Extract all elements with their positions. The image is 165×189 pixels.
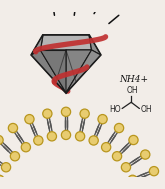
Text: NH4+: NH4+: [119, 75, 148, 84]
Circle shape: [98, 115, 107, 124]
Circle shape: [0, 135, 3, 145]
Circle shape: [43, 109, 52, 118]
Circle shape: [121, 163, 131, 172]
Circle shape: [61, 130, 71, 139]
Circle shape: [21, 143, 31, 152]
Polygon shape: [31, 35, 43, 55]
Circle shape: [61, 107, 71, 116]
Circle shape: [128, 175, 137, 184]
Polygon shape: [31, 35, 101, 93]
Circle shape: [149, 167, 159, 176]
Circle shape: [34, 136, 43, 145]
Circle shape: [1, 163, 11, 172]
Polygon shape: [40, 50, 66, 93]
Circle shape: [141, 150, 150, 159]
Polygon shape: [40, 35, 92, 50]
Text: OH: OH: [141, 105, 153, 114]
Circle shape: [0, 175, 4, 184]
Polygon shape: [66, 50, 92, 93]
Polygon shape: [89, 35, 101, 55]
Circle shape: [101, 143, 111, 152]
Circle shape: [10, 152, 20, 161]
Circle shape: [75, 132, 85, 141]
Circle shape: [25, 115, 34, 124]
Text: OH: OH: [126, 86, 138, 95]
Text: HO: HO: [109, 105, 120, 114]
Polygon shape: [66, 50, 101, 93]
Circle shape: [89, 136, 98, 145]
Circle shape: [80, 109, 89, 118]
Circle shape: [129, 135, 138, 145]
Circle shape: [112, 152, 122, 161]
Circle shape: [8, 123, 17, 133]
Polygon shape: [31, 50, 66, 93]
Circle shape: [115, 123, 124, 133]
Circle shape: [47, 132, 57, 141]
